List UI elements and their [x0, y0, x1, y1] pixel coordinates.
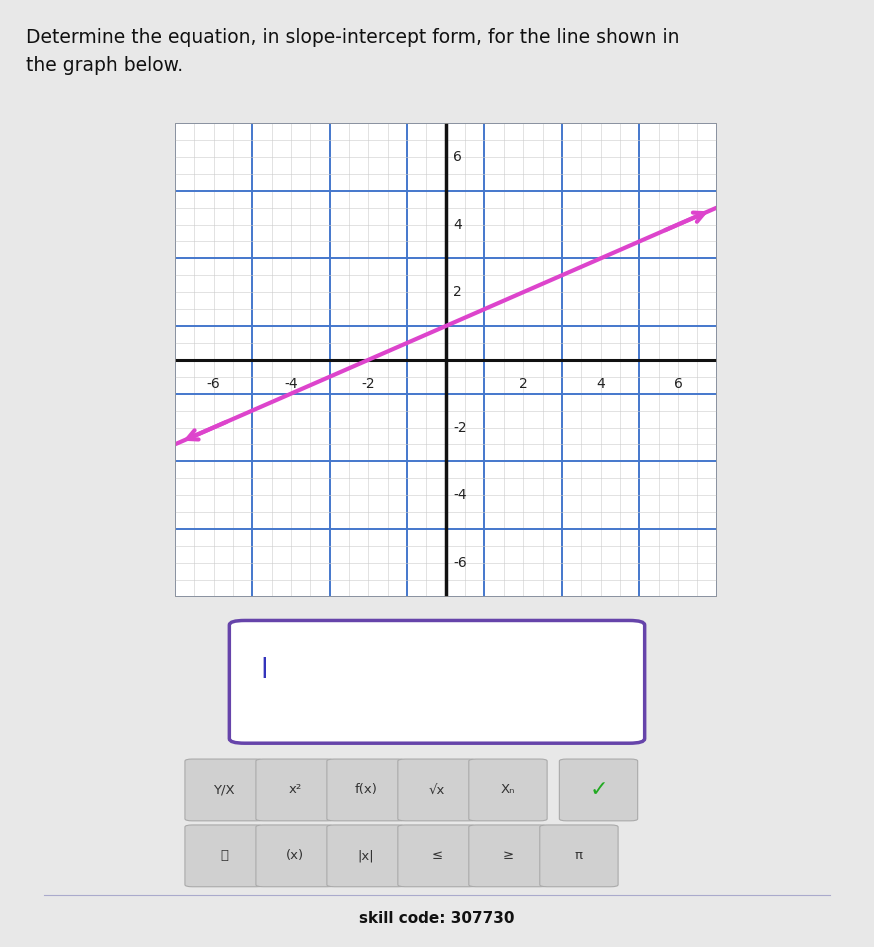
Text: 2: 2 — [519, 377, 528, 391]
Text: skill code: 307730: skill code: 307730 — [359, 911, 515, 926]
Text: ≥: ≥ — [503, 849, 514, 863]
Text: -2: -2 — [362, 377, 375, 391]
FancyBboxPatch shape — [468, 825, 547, 886]
FancyBboxPatch shape — [398, 759, 476, 821]
Text: 6: 6 — [674, 377, 683, 391]
FancyBboxPatch shape — [256, 825, 334, 886]
Text: ≤: ≤ — [432, 849, 442, 863]
Text: -4: -4 — [454, 488, 467, 502]
Text: |: | — [260, 657, 267, 678]
Text: x²: x² — [288, 783, 302, 796]
Text: ✓: ✓ — [589, 780, 607, 800]
Text: -2: -2 — [454, 420, 467, 435]
Text: f(x): f(x) — [355, 783, 378, 796]
FancyBboxPatch shape — [540, 825, 618, 886]
Text: Xₙ: Xₙ — [501, 783, 515, 796]
Text: -6: -6 — [454, 556, 468, 570]
Text: -4: -4 — [284, 377, 298, 391]
Text: √x: √x — [429, 783, 445, 796]
Text: 4: 4 — [596, 377, 605, 391]
Text: Y/X: Y/X — [213, 783, 235, 796]
Text: Determine the equation, in slope-intercept form, for the line shown in
the graph: Determine the equation, in slope-interce… — [26, 28, 680, 76]
Text: 4: 4 — [454, 218, 462, 232]
Text: 6: 6 — [454, 150, 462, 164]
FancyBboxPatch shape — [559, 759, 638, 821]
FancyBboxPatch shape — [327, 759, 406, 821]
FancyBboxPatch shape — [185, 825, 263, 886]
FancyBboxPatch shape — [468, 759, 547, 821]
Text: (x): (x) — [286, 849, 304, 863]
Text: |x|: |x| — [357, 849, 374, 863]
FancyBboxPatch shape — [327, 825, 406, 886]
Text: 🗑: 🗑 — [220, 849, 228, 863]
FancyBboxPatch shape — [256, 759, 334, 821]
Text: π: π — [575, 849, 583, 863]
Text: 2: 2 — [454, 285, 462, 299]
FancyBboxPatch shape — [185, 759, 263, 821]
FancyBboxPatch shape — [398, 825, 476, 886]
Text: -6: -6 — [206, 377, 220, 391]
FancyBboxPatch shape — [229, 620, 645, 743]
